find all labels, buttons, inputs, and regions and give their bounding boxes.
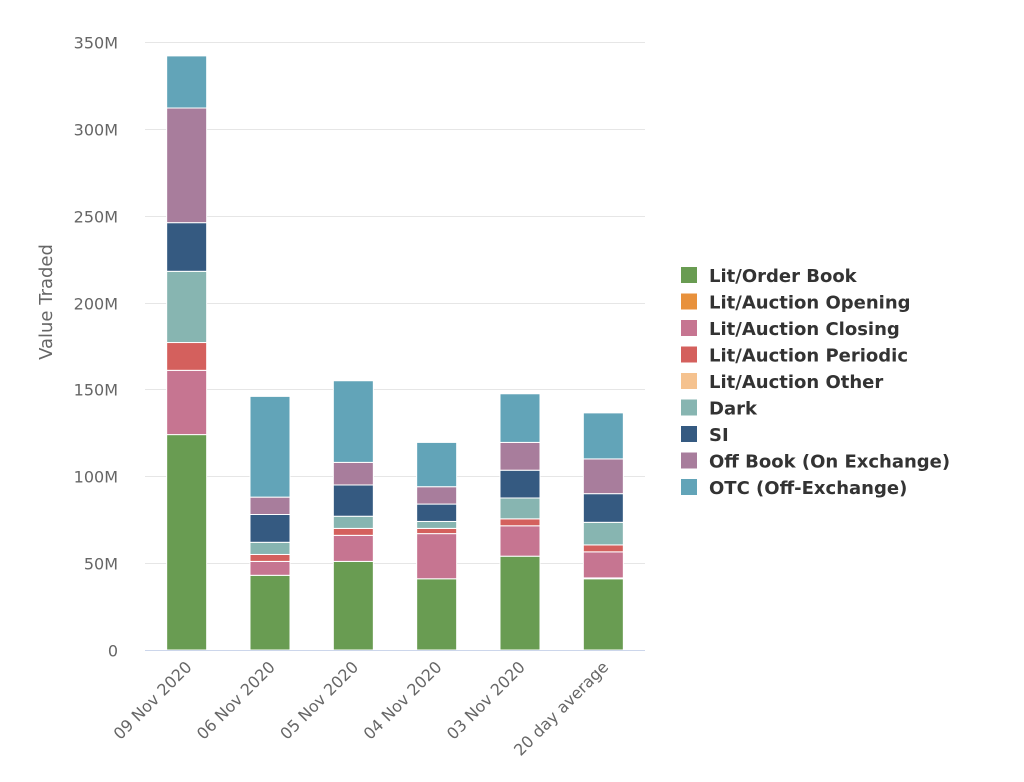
legend-item[interactable]: Lit/Auction Periodic	[681, 346, 908, 367]
bar-segment	[249, 560, 291, 576]
legend-item[interactable]: Lit/Order Book	[681, 266, 858, 287]
bar-segment	[582, 551, 624, 579]
bar-segment	[166, 107, 208, 224]
legend-item[interactable]: Off Book (On Exchange)	[681, 452, 950, 473]
bar-segment	[166, 434, 208, 651]
bar-segment	[416, 503, 458, 522]
y-tick-label: 50M	[84, 555, 118, 574]
legend-item[interactable]: SI	[681, 425, 729, 446]
legend-label: Lit/Auction Opening	[709, 293, 911, 314]
legend-label: Lit/Auction Other	[709, 372, 883, 393]
legend-label: Dark	[709, 399, 758, 420]
legend-swatch	[681, 293, 697, 310]
legend-swatch	[681, 479, 697, 495]
bar-segment	[582, 521, 624, 546]
bar-segment	[499, 469, 541, 499]
bar-segment	[332, 484, 374, 517]
bar-segment	[499, 441, 541, 471]
legend-item[interactable]: Dark	[681, 399, 758, 420]
y-tick-label: 200M	[74, 295, 118, 314]
bar-segment	[499, 555, 541, 651]
bar-segment	[416, 527, 458, 535]
bar-segment	[332, 534, 374, 562]
bar-segment	[499, 393, 541, 443]
legend-swatch	[681, 452, 697, 469]
bar-segment	[582, 544, 624, 553]
gridlines	[145, 42, 645, 564]
bar-segment	[416, 486, 458, 505]
bars	[166, 55, 624, 651]
legend-item[interactable]: Lit/Auction Opening	[681, 293, 911, 314]
bar-segment	[249, 496, 291, 516]
legend-label: OTC (Off-Exchange)	[709, 478, 907, 499]
bar-segment	[499, 518, 541, 527]
legend-swatch	[681, 426, 697, 442]
bar-segment	[166, 369, 208, 436]
y-axis-ticks: 0 50M 100M 150M 200M 250M 300M 350M	[74, 34, 118, 661]
legend-swatch	[681, 320, 697, 336]
bar-segment	[249, 514, 291, 543]
legend-swatch	[681, 399, 697, 416]
legend-swatch	[681, 267, 697, 283]
legend-label: Lit/Order Book	[709, 266, 858, 287]
legend: Lit/Order Book Lit/Auction Opening Lit/Auc…	[681, 266, 950, 499]
legend-label: Lit/Auction Periodic	[709, 346, 908, 367]
bar-segment	[582, 578, 624, 651]
x-tick-label: 05 Nov 2020	[276, 657, 362, 743]
bar-segment	[166, 270, 208, 344]
y-tick-label: 0	[108, 642, 118, 661]
bar-segment	[249, 395, 291, 498]
x-tick-label: 04 Nov 2020	[360, 657, 446, 743]
x-tick-label: 06 Nov 2020	[193, 657, 279, 743]
bar-segment	[166, 222, 208, 272]
x-tick-label: 03 Nov 2020	[443, 657, 529, 743]
bar-segment	[249, 574, 291, 651]
legend-label: SI	[709, 425, 729, 446]
bar-segment	[499, 497, 541, 520]
y-tick-label: 100M	[74, 468, 118, 487]
legend-label: Lit/Auction Closing	[709, 319, 900, 340]
legend-item[interactable]: Lit/Auction Closing	[681, 319, 900, 340]
legend-item[interactable]: OTC (Off-Exchange)	[681, 478, 907, 499]
y-axis-title: Value Traded	[36, 244, 57, 360]
bar-segment	[332, 515, 374, 529]
bar-segment	[416, 520, 458, 529]
legend-label: Off Book (On Exchange)	[709, 452, 950, 473]
bar-segment	[582, 412, 624, 460]
bar-segment	[166, 55, 208, 109]
x-tick-label: 09 Nov 2020	[110, 657, 196, 743]
bar-segment	[332, 380, 374, 463]
bar-segment	[332, 560, 374, 651]
legend-item[interactable]: Lit/Auction Other	[681, 372, 883, 393]
bar-segment	[582, 458, 624, 495]
bar-segment	[416, 578, 458, 651]
bar-segment	[582, 493, 624, 523]
bar-segment	[332, 527, 374, 536]
legend-swatch	[681, 373, 697, 389]
bar-segment	[249, 541, 291, 555]
y-tick-label: 300M	[74, 121, 118, 140]
bar-segment	[332, 461, 374, 486]
y-tick-label: 350M	[74, 34, 118, 53]
legend-swatch	[681, 346, 697, 363]
bar-segment	[499, 525, 541, 557]
bar-segment	[416, 533, 458, 580]
y-tick-label: 250M	[74, 208, 118, 227]
bar-segment	[249, 553, 291, 562]
bar-segment	[166, 342, 208, 371]
bar-segment	[416, 441, 458, 488]
y-tick-label: 150M	[74, 381, 118, 400]
